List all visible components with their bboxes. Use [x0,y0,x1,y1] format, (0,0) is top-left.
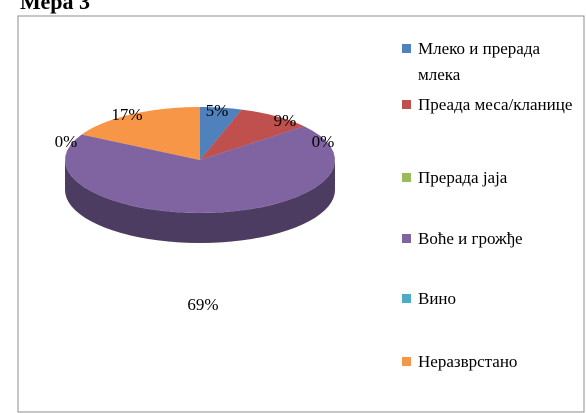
legend-swatch [402,173,411,182]
data-label: 0% [312,132,335,151]
data-label: 9% [274,111,297,130]
data-label: 0% [55,132,78,151]
legend-label: Вино [418,289,457,308]
legend-swatch [402,44,411,53]
legend-label: Неразврстано [418,352,518,371]
legend-item: Неразврстано [402,349,578,375]
legend-item: Вино [402,286,578,312]
pie-slice [65,126,335,213]
data-label: 17% [111,105,142,124]
legend-label: Преада меса/кланице [418,95,573,114]
data-label: 69% [187,295,218,314]
legend-label: Млеко и прерада млека [418,39,541,84]
legend-swatch [402,357,411,366]
pie-side [65,160,335,243]
legend-item: Прерада јаја [402,165,578,191]
legend-item: Преада меса/кланице [402,92,578,118]
legend-swatch [402,294,411,303]
legend-swatch [402,100,411,109]
legend-label: Воће и грожђе [418,229,523,248]
chart-title: Мера 3 [20,0,90,14]
legend-item: Млеко и прерада млека [402,36,578,88]
legend-swatch [402,234,411,243]
pie-slice [81,107,200,160]
legend-label: Прерада јаја [418,168,508,187]
pie-slice [200,109,305,160]
data-label: 5% [206,101,229,120]
pie-slice [200,107,242,160]
legend-item: Воће и грожђе [402,226,578,252]
